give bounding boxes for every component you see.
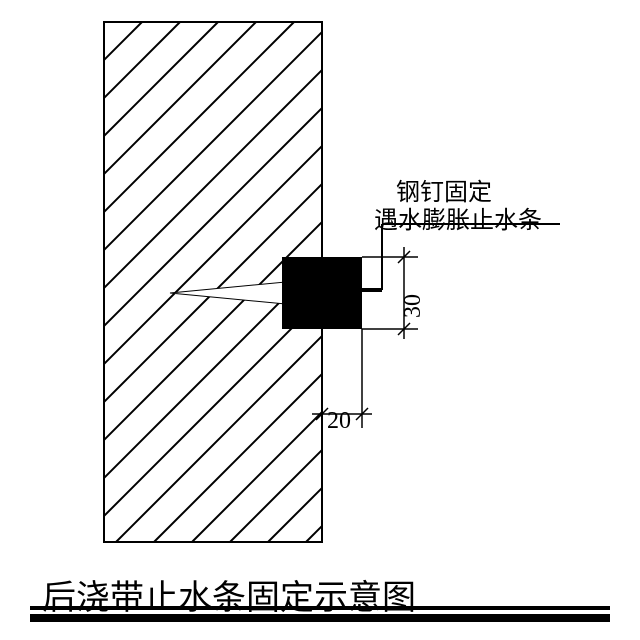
dimension-30-text: 30 [400, 294, 427, 318]
diagram-canvas [0, 0, 640, 640]
dimension-20-text: 20 [327, 408, 351, 435]
groove-notch [170, 281, 296, 305]
dimension-30 [362, 247, 418, 339]
waterstop-block [282, 257, 362, 329]
annotation-waterstop: 遇水膨胀止水条 [374, 200, 542, 235]
figure-title: 后浇带止水条固定示意图 [42, 570, 416, 619]
